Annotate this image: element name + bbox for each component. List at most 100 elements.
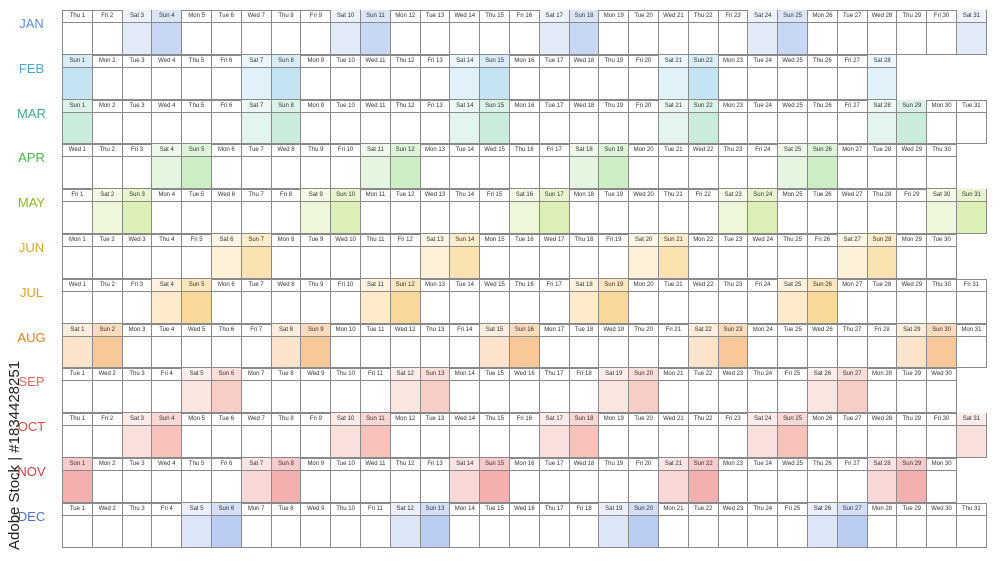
day-cell[interactable]: Wed 9 — [301, 368, 332, 414]
day-cell[interactable]: Sun 8 — [271, 99, 302, 145]
day-cell[interactable]: Sun 25 — [778, 10, 808, 55]
day-cell[interactable]: Mon 23 — [718, 99, 749, 145]
day-cell[interactable]: Fri 2 — [92, 10, 123, 55]
day-cell[interactable]: Thu 3 — [122, 502, 153, 548]
day-cell[interactable]: Tue 14 — [450, 278, 481, 324]
day-cell[interactable]: Mon 20 — [629, 278, 659, 324]
day-cell[interactable]: Tue 27 — [837, 413, 868, 458]
day-cell[interactable]: Wed 29 — [897, 144, 928, 190]
day-cell[interactable]: Tue 9 — [301, 234, 332, 279]
day-cell[interactable]: Fri 25 — [778, 368, 808, 414]
day-cell[interactable]: Fri 19 — [599, 234, 630, 279]
day-cell[interactable]: Sat 10 — [331, 10, 361, 55]
day-cell[interactable]: Thu 26 — [808, 99, 838, 145]
day-cell[interactable]: Sat 28 — [867, 54, 898, 100]
day-cell[interactable]: Wed 18 — [569, 99, 600, 145]
day-cell[interactable]: Sun 15 — [480, 458, 510, 503]
day-cell[interactable]: Fri 4 — [152, 502, 183, 548]
day-cell[interactable]: Fri 3 — [122, 144, 153, 190]
day-cell[interactable]: Sat 11 — [361, 278, 391, 324]
day-cell[interactable]: Fri 30 — [927, 413, 957, 458]
day-cell[interactable]: Sat 20 — [629, 234, 659, 279]
day-cell[interactable]: Sun 22 — [688, 54, 719, 100]
day-cell[interactable]: Thu 19 — [599, 54, 630, 100]
day-cell[interactable]: Wed 23 — [718, 368, 749, 414]
day-cell[interactable]: Sun 4 — [152, 413, 183, 458]
day-cell[interactable]: Tue 6 — [212, 413, 242, 458]
day-cell[interactable]: Sun 5 — [182, 278, 212, 324]
day-cell[interactable]: Mon 9 — [301, 458, 332, 503]
day-cell[interactable]: Fri 14 — [450, 323, 481, 369]
day-cell[interactable]: Sun 27 — [837, 502, 868, 548]
day-cell[interactable]: Wed 4 — [152, 458, 183, 503]
day-cell[interactable]: Mon 12 — [390, 413, 421, 458]
day-cell[interactable]: Thu 12 — [390, 458, 421, 503]
day-cell[interactable]: Mon 20 — [629, 144, 659, 190]
day-cell[interactable]: Thu 19 — [599, 99, 630, 145]
day-cell[interactable]: Fri 22 — [688, 189, 719, 234]
day-cell[interactable]: Sun 17 — [539, 189, 570, 234]
day-cell[interactable]: Sat 19 — [599, 368, 630, 414]
day-cell[interactable]: Fri 18 — [569, 368, 600, 414]
day-cell[interactable]: Wed 9 — [301, 502, 332, 548]
day-cell[interactable]: Sat 22 — [688, 323, 719, 369]
day-cell[interactable]: Thu 7 — [241, 189, 272, 234]
day-cell[interactable]: Tue 21 — [659, 278, 689, 324]
day-cell[interactable]: Sun 14 — [450, 234, 481, 279]
day-cell[interactable]: Tue 10 — [331, 99, 361, 145]
day-cell[interactable]: Sat 26 — [808, 502, 838, 548]
day-cell[interactable]: Wed 11 — [361, 99, 391, 145]
day-cell[interactable]: Mon 9 — [301, 99, 332, 145]
day-cell[interactable]: Thu 2 — [92, 278, 123, 324]
day-cell[interactable]: Tue 12 — [390, 189, 421, 234]
day-cell[interactable]: Tue 13 — [420, 413, 451, 458]
day-cell[interactable]: Sun 6 — [212, 502, 242, 548]
day-cell[interactable]: Sat 16 — [510, 189, 540, 234]
day-cell[interactable]: Sun 5 — [182, 144, 212, 190]
day-cell[interactable]: Mon 13 — [420, 278, 451, 324]
day-cell[interactable]: Sat 7 — [241, 458, 272, 503]
day-cell[interactable]: Thu 13 — [420, 323, 451, 369]
day-cell[interactable]: Tue 6 — [212, 10, 242, 55]
day-cell[interactable]: Thu 4 — [152, 234, 183, 279]
day-cell[interactable]: Wed 17 — [539, 234, 570, 279]
day-cell[interactable]: Thu 5 — [182, 99, 212, 145]
day-cell[interactable]: Thu 26 — [808, 54, 838, 100]
day-cell[interactable]: Sat 8 — [271, 323, 302, 369]
day-cell[interactable]: Mon 29 — [897, 234, 928, 279]
day-cell[interactable]: Wed 6 — [212, 189, 242, 234]
day-cell[interactable]: Sun 1 — [63, 54, 93, 100]
day-cell[interactable]: Sat 26 — [808, 368, 838, 414]
day-cell[interactable]: Sat 25 — [778, 278, 808, 324]
day-cell[interactable]: Wed 22 — [688, 144, 719, 190]
day-cell[interactable]: Wed 26 — [808, 323, 838, 369]
day-cell[interactable]: Mon 2 — [92, 99, 123, 145]
day-cell[interactable]: Fri 27 — [837, 54, 868, 100]
day-cell[interactable]: Fri 24 — [748, 278, 779, 324]
day-cell[interactable]: Wed 15 — [480, 144, 510, 190]
day-cell[interactable]: Tue 24 — [748, 99, 779, 145]
day-cell[interactable]: Mon 23 — [718, 54, 749, 100]
day-cell[interactable]: Wed 2 — [92, 502, 123, 548]
day-cell[interactable]: Tue 30 — [927, 234, 957, 279]
day-cell[interactable]: Tue 22 — [688, 502, 719, 548]
day-cell[interactable]: Sun 19 — [599, 278, 630, 324]
day-cell[interactable]: Mon 5 — [182, 10, 212, 55]
day-cell[interactable]: Wed 11 — [361, 54, 391, 100]
day-cell[interactable]: Tue 16 — [510, 234, 540, 279]
day-cell[interactable]: Sun 10 — [331, 189, 361, 234]
day-cell[interactable]: Sat 27 — [837, 234, 868, 279]
day-cell[interactable]: Mon 17 — [539, 323, 570, 369]
day-cell[interactable]: Thu 22 — [688, 413, 719, 458]
day-cell[interactable]: Tue 20 — [629, 413, 659, 458]
day-cell[interactable]: Tue 8 — [271, 502, 302, 548]
day-cell[interactable]: Fri 13 — [420, 458, 451, 503]
day-cell[interactable]: Thu 28 — [867, 189, 898, 234]
day-cell[interactable]: Sat 11 — [361, 144, 391, 190]
day-cell[interactable]: Thu 24 — [748, 368, 779, 414]
day-cell[interactable]: Thu 12 — [390, 54, 421, 100]
day-cell[interactable]: Fri 13 — [420, 54, 451, 100]
day-cell[interactable]: Wed 12 — [390, 323, 421, 369]
day-cell[interactable]: Sat 7 — [241, 54, 272, 100]
day-cell[interactable]: Thu 25 — [778, 234, 808, 279]
